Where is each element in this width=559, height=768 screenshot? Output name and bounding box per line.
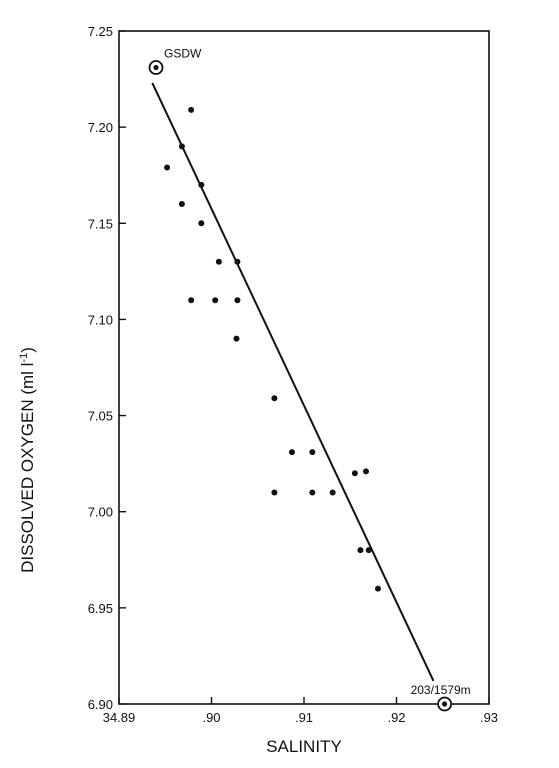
- y-axis-ticks: 6.90 6.95 7.00 7.05 7.10 7.15 7.20 7.25: [88, 24, 126, 712]
- data-point: [188, 106, 195, 113]
- data-point: [164, 164, 171, 171]
- data-point: [234, 258, 241, 265]
- special-point-dot: [153, 64, 159, 71]
- x-tick-label: 34.89: [103, 710, 136, 725]
- y-axis-title-close: ): [18, 347, 37, 353]
- data-point: [178, 143, 185, 150]
- special-point-label: GSDW: [164, 47, 202, 61]
- data-point: [178, 201, 185, 208]
- x-tick-label: .90: [202, 710, 220, 725]
- y-axis-title: DISSOLVED OXYGEN (ml l-1): [18, 347, 37, 573]
- x-tick-label: .91: [295, 710, 313, 725]
- x-tick-label: .92: [387, 710, 405, 725]
- y-tick-label: 7.15: [88, 216, 113, 231]
- y-tick-label: 7.05: [88, 409, 113, 424]
- y-axis-title-main: DISSOLVED OXYGEN (ml l: [18, 363, 37, 573]
- regression-line-group: [151, 82, 435, 682]
- data-point: [198, 220, 205, 227]
- x-tick-label: .93: [480, 710, 498, 725]
- data-point: [212, 297, 219, 304]
- data-point: [188, 297, 195, 304]
- y-tick-label: 7.00: [88, 505, 113, 520]
- data-point: [357, 547, 364, 554]
- data-point: [271, 395, 278, 402]
- special-point-label: 203/1579m: [411, 683, 471, 697]
- data-point: [288, 449, 295, 456]
- data-points: [164, 106, 381, 592]
- data-point: [365, 547, 372, 554]
- special-points: GSDW 203/1579m: [148, 47, 471, 712]
- data-point: [198, 181, 205, 188]
- special-point-dot: [442, 701, 448, 707]
- x-axis-ticks: 34.89 .90 .91 .92 .93: [103, 697, 498, 725]
- x-axis-title: SALINITY: [266, 737, 342, 756]
- data-point: [271, 489, 278, 496]
- y-axis-title-superscript: -1: [18, 353, 30, 363]
- data-point: [375, 585, 381, 592]
- data-point: [309, 449, 316, 456]
- y-tick-label: 7.20: [88, 120, 113, 135]
- data-point: [233, 335, 240, 342]
- regression-line: [151, 82, 435, 682]
- data-point: [351, 470, 358, 477]
- data-point: [215, 258, 222, 265]
- y-tick-label: 7.10: [88, 312, 113, 327]
- y-tick-label: 6.90: [88, 697, 113, 712]
- data-point: [362, 468, 369, 475]
- y-tick-label: 7.25: [88, 24, 113, 39]
- y-tick-label: 6.95: [88, 601, 113, 616]
- data-point: [309, 489, 316, 496]
- data-point: [329, 489, 336, 496]
- data-point: [234, 297, 241, 304]
